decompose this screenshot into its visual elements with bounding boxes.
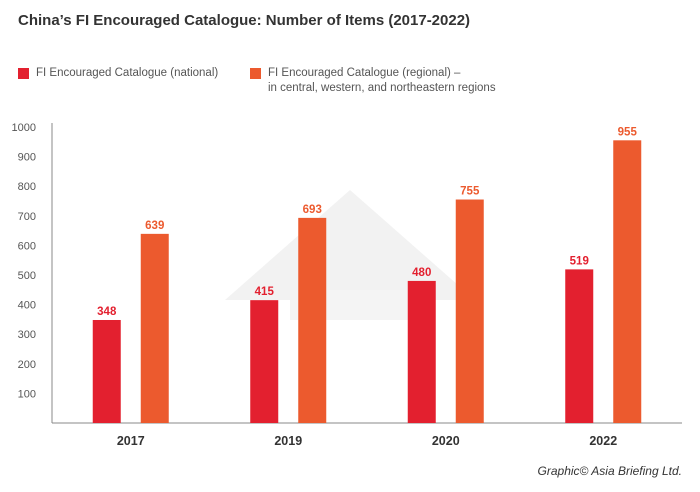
- y-tick-label: 800: [18, 181, 36, 193]
- y-tick-label: 400: [18, 300, 36, 312]
- y-tick-label: 900: [18, 152, 36, 164]
- data-label-national: 480: [412, 267, 431, 279]
- y-tick-label: 500: [18, 270, 36, 282]
- bar-national: [92, 319, 121, 423]
- bar-national: [250, 300, 279, 423]
- data-label-national: 519: [570, 255, 589, 267]
- y-tick-label: 700: [18, 211, 36, 223]
- credit-text: Graphic© Asia Briefing Ltd.: [537, 464, 682, 478]
- data-label-regional: 639: [145, 220, 164, 232]
- legend-label-national: FI Encouraged Catalogue (national): [36, 66, 218, 81]
- data-label-regional: 755: [460, 186, 480, 198]
- bar-regional: [613, 140, 642, 423]
- x-tick-label: 2022: [589, 434, 617, 448]
- data-label-national: 415: [255, 286, 275, 298]
- legend-label-national-text: FI Encouraged Catalogue (national): [36, 67, 219, 79]
- watermark-shape: [225, 190, 475, 300]
- bar-regional: [140, 233, 169, 423]
- bar-national: [565, 269, 594, 423]
- bar-regional: [298, 217, 327, 423]
- legend-label-regional-line1: FI Encouraged Catalogue (regional) –: [268, 67, 461, 79]
- x-tick-label: 2020: [432, 434, 460, 448]
- bar-national: [407, 280, 436, 423]
- legend-label-regional-line2: in central, western, and northeastern re…: [268, 82, 496, 94]
- chart-title: China’s FI Encouraged Catalogue: Number …: [18, 12, 471, 29]
- data-label-national: 348: [97, 306, 117, 318]
- y-tick-label: 200: [18, 359, 36, 371]
- y-tick-label: 100: [18, 388, 36, 400]
- y-tick-label: 1000: [12, 122, 36, 134]
- y-tick-label: 300: [18, 329, 36, 341]
- y-tick-label: 600: [18, 240, 36, 252]
- legend-label-regional: FI Encouraged Catalogue (regional) – in …: [268, 66, 496, 96]
- x-tick-label: 2017: [117, 434, 145, 448]
- legend-swatch-regional: [250, 68, 261, 79]
- data-label-regional: 955: [618, 126, 638, 138]
- legend-swatch-national: [18, 68, 29, 79]
- x-tick-label: 2019: [274, 434, 302, 448]
- data-label-regional: 693: [303, 204, 322, 216]
- bar-regional: [455, 199, 484, 423]
